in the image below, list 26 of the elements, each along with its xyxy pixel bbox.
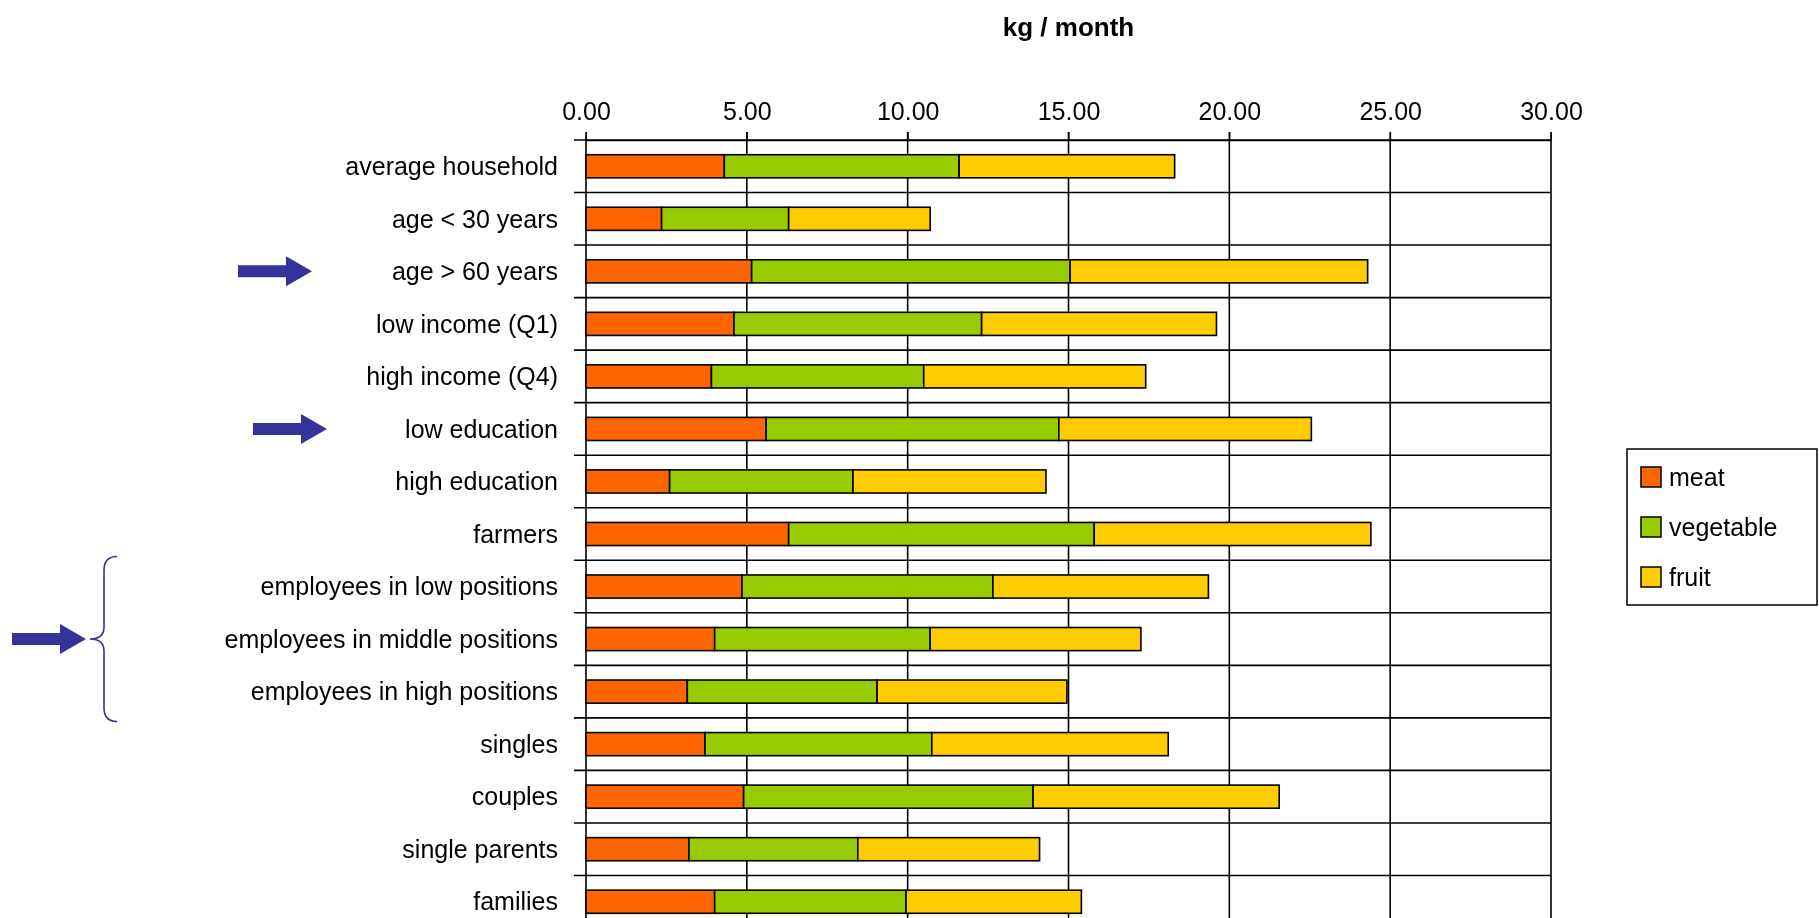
y-tick-label: average household [345,152,558,181]
y-tick-label: low income (Q1) [376,309,558,338]
x-tick-label: 25.00 [1359,97,1422,126]
y-tick-label: high education [395,467,558,496]
legend-label: fruit [1669,562,1711,591]
y-tick-label: high income (Q4) [366,362,558,391]
y-tick-label: age < 30 years [391,204,558,233]
legend-label: vegetable [1669,512,1778,541]
y-tick-label: single parents [402,834,558,863]
y-tick-label: couples [471,782,558,811]
x-tick-label: 20.00 [1198,97,1262,126]
y-tick-label: employees in low positions [260,572,558,601]
y-tick-label: families [473,887,558,916]
x-tick-label: 30.00 [1520,97,1583,126]
x-axis-title: kg / month [1002,12,1135,42]
x-tick-label: 5.00 [723,97,772,126]
legend-label: meat [1669,462,1725,491]
x-tick-label: 0.00 [562,97,611,126]
y-tick-label: farmers [473,519,558,548]
y-tick-label: singles [480,729,558,758]
y-tick-label: employees in middle positions [224,624,558,653]
y-tick-label: age > 60 years [391,257,558,286]
x-tick-label: 15.00 [1037,97,1101,126]
x-tick-label: 10.00 [876,97,940,126]
y-tick-label: employees in high positions [250,677,558,706]
y-tick-label: low education [405,414,558,443]
